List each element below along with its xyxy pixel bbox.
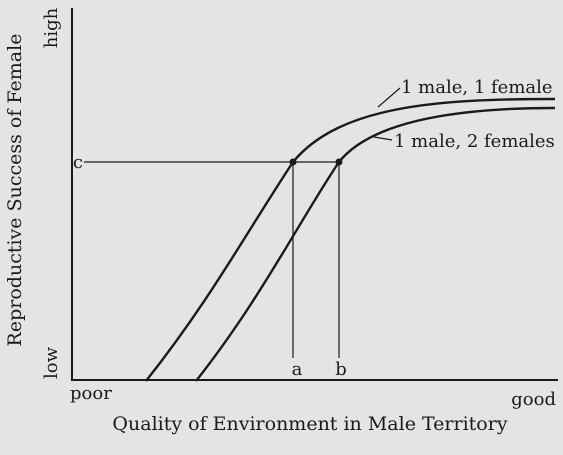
x-axis-poor-label: poor	[70, 383, 112, 404]
marker-b: b	[335, 359, 347, 380]
monogamy-curve-label: 1 male, 1 female	[401, 77, 553, 98]
intersection-point-b	[335, 158, 343, 166]
polygyny-label-leader	[373, 136, 393, 141]
marker-c: c	[73, 152, 83, 173]
y-axis-label: Reproductive Success of Female	[4, 34, 26, 347]
intersection-point-a	[289, 158, 297, 166]
y-axis-low-label: low	[41, 346, 62, 379]
x-axis-label: Quality of Environment in Male Territory	[112, 413, 507, 435]
x-axis-good-label: good	[511, 389, 556, 410]
monogamy-label-leader	[377, 87, 401, 108]
y-axis-high-label: high	[41, 7, 62, 48]
polygyny-curve-label: 1 male, 2 females	[394, 131, 555, 152]
marker-a: a	[292, 359, 303, 380]
